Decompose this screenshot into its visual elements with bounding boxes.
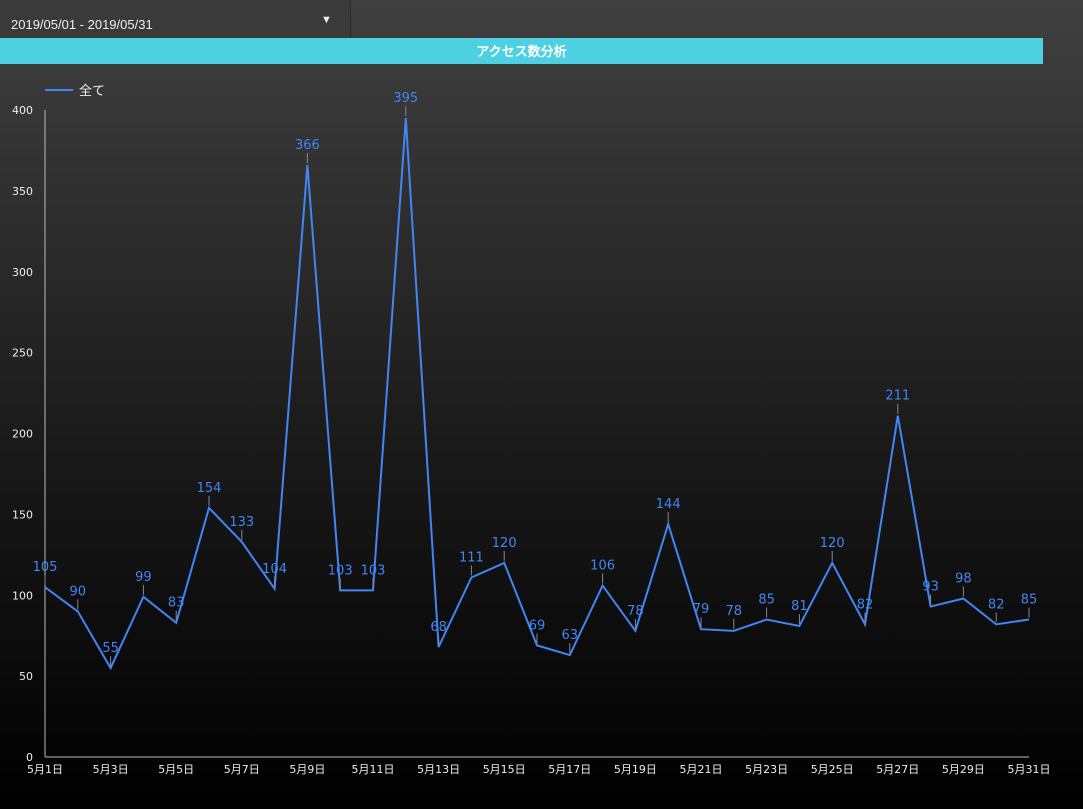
y-tick-label: 200: [12, 428, 33, 441]
x-tick-label: 5月17日: [548, 763, 591, 776]
data-label: 144: [656, 497, 681, 512]
y-tick-label: 250: [12, 347, 33, 360]
data-label: 63: [562, 628, 579, 643]
data-label: 103: [328, 563, 353, 578]
data-label: 366: [295, 138, 320, 153]
y-tick-label: 150: [12, 508, 33, 521]
chart-title: アクセス数分析: [476, 44, 567, 59]
y-tick-label: 50: [19, 670, 33, 683]
data-label: 120: [820, 536, 845, 551]
data-label: 395: [393, 91, 418, 106]
x-tick-label: 5月19日: [614, 763, 657, 776]
y-tick-label: 300: [12, 266, 33, 279]
data-label: 82: [988, 597, 1005, 612]
data-label: 90: [70, 584, 87, 599]
x-tick-label: 5月5日: [158, 763, 194, 776]
x-tick-label: 5月31日: [1008, 763, 1051, 776]
date-range-dropdown[interactable]: 2019/05/01 - 2019/05/31 ▼: [0, 0, 351, 38]
x-tick-label: 5月25日: [811, 763, 854, 776]
date-range-text: 2019/05/01 - 2019/05/31: [11, 17, 153, 32]
data-label: 85: [758, 593, 775, 608]
x-tick-label: 5月3日: [93, 763, 129, 776]
data-label: 133: [229, 515, 254, 530]
data-label: 83: [168, 596, 185, 611]
data-label: 68: [430, 620, 447, 635]
y-tick-label: 400: [12, 104, 33, 117]
x-tick-label: 5月7日: [224, 763, 260, 776]
x-tick-label: 5月9日: [289, 763, 325, 776]
data-label: 103: [361, 563, 386, 578]
data-label: 93: [922, 580, 939, 595]
x-tick-label: 5月1日: [27, 763, 63, 776]
data-label: 104: [262, 562, 287, 577]
data-label: 105: [33, 560, 58, 575]
y-tick-label: 100: [12, 589, 33, 602]
data-line: [44, 118, 1030, 671]
data-label: 79: [693, 602, 710, 617]
x-tick-label: 5月15日: [483, 763, 526, 776]
data-label: 111: [459, 550, 484, 565]
data-label: 82: [857, 597, 874, 612]
data-label: 154: [197, 481, 222, 496]
x-tick-label: 5月29日: [942, 763, 985, 776]
title-bar: アクセス数分析: [0, 38, 1043, 64]
data-label: 78: [627, 604, 644, 619]
data-label: 211: [885, 389, 910, 404]
x-tick-label: 5月11日: [352, 763, 395, 776]
data-label: 78: [726, 604, 743, 619]
data-label: 99: [135, 570, 152, 585]
y-tick-label: 350: [12, 185, 33, 198]
data-label: 85: [1021, 593, 1038, 608]
y-tick-label: 0: [26, 751, 33, 764]
legend-label: 全て: [79, 83, 105, 99]
data-label: 69: [529, 618, 546, 633]
x-tick-label: 5月23日: [745, 763, 788, 776]
x-tick-label: 5月27日: [876, 763, 919, 776]
data-label: 55: [102, 641, 119, 656]
data-label: 81: [791, 599, 808, 614]
data-label: 120: [492, 536, 517, 551]
data-label: 98: [955, 571, 972, 586]
x-tick-label: 5月13日: [417, 763, 460, 776]
data-label: 106: [590, 559, 615, 574]
x-tick-label: 5月21日: [680, 763, 723, 776]
dropdown-arrow: ▼: [321, 14, 332, 26]
